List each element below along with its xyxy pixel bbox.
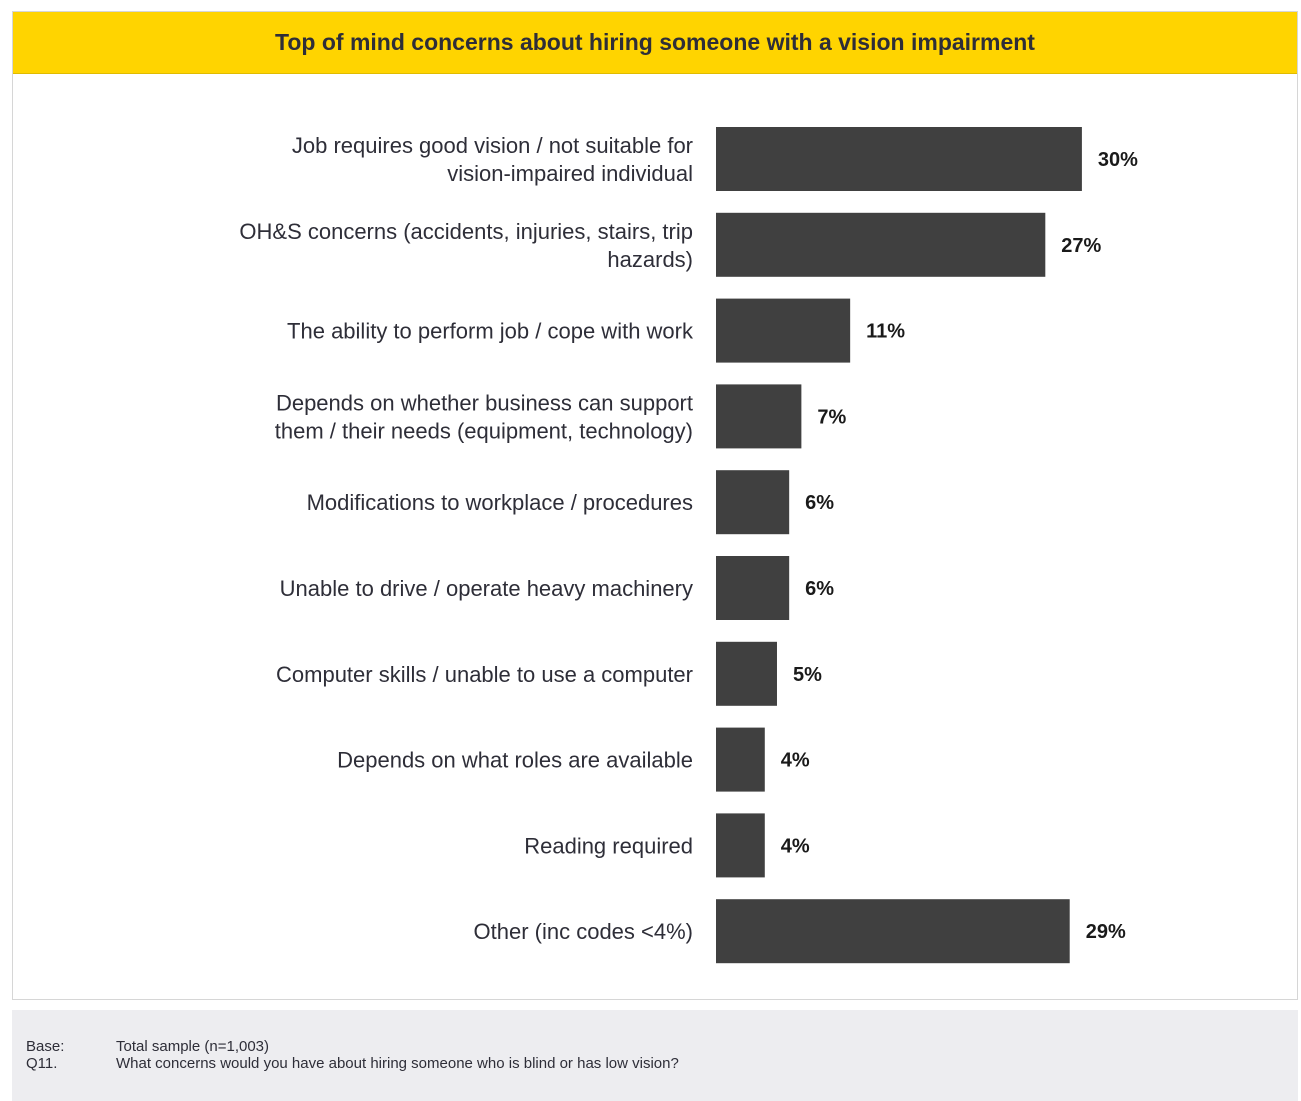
category-label-3-line-1: them / their needs (equipment, technolog… — [275, 418, 693, 443]
value-label-6: 5% — [793, 664, 822, 686]
value-label-7: 4% — [781, 750, 810, 772]
question-key: Q11. — [26, 1055, 58, 1072]
chart-panel: Top of mind concerns about hiring someon… — [12, 11, 1298, 1000]
bar-7 — [716, 727, 765, 792]
category-label-0-line-0: Job requires good vision / not suitable … — [292, 133, 693, 158]
bar-chart: 30% Job requires good vision / not suitab… — [239, 127, 1138, 964]
bar-4 — [716, 470, 790, 535]
question-text: What concerns would you have about hirin… — [116, 1055, 679, 1072]
category-label-5: Unable to drive / operate heavy machiner… — [280, 576, 693, 601]
category-label-7: Depends on what roles are available — [337, 748, 693, 773]
value-label-9: 29% — [1086, 921, 1126, 943]
footer-notes: Base: Total sample (n=1,003) Q11. What c… — [12, 1010, 1298, 1101]
bar-9 — [716, 899, 1070, 964]
category-label-8: Reading required — [524, 833, 693, 858]
bar-1 — [716, 212, 1046, 277]
value-label-0: 30% — [1098, 149, 1138, 171]
base-note: Base: Total sample (n=1,003) — [12, 1038, 1298, 1055]
base-text: Total sample (n=1,003) — [116, 1038, 270, 1055]
category-label-6: Computer skills / unable to use a comput… — [276, 662, 693, 687]
base-key: Base: — [26, 1038, 65, 1055]
bar-2 — [716, 298, 851, 363]
value-label-3: 7% — [817, 406, 846, 428]
question-note: Q11. What concerns would you have about … — [12, 1055, 1298, 1072]
bar-0 — [716, 127, 1082, 191]
bar-8 — [716, 813, 765, 878]
category-label-3-line-0: Depends on whether business can support — [276, 390, 693, 415]
category-label-0-line-1: vision-impaired individual — [447, 161, 693, 186]
category-label-1-line-1: hazards) — [607, 247, 693, 272]
value-label-2: 11% — [866, 321, 905, 343]
value-label-8: 4% — [781, 835, 810, 857]
category-label-2: The ability to perform job / cope with w… — [287, 319, 694, 344]
chart-title: Top of mind concerns about hiring someon… — [275, 29, 1035, 55]
value-label-5: 6% — [805, 578, 834, 600]
value-label-4: 6% — [805, 492, 834, 514]
category-label-1-line-0: OH&S concerns (accidents, injuries, stai… — [239, 219, 693, 244]
bar-3 — [716, 384, 802, 449]
title-bar: Top of mind concerns about hiring someon… — [13, 12, 1297, 74]
category-label-9: Other (inc codes <4%) — [474, 919, 693, 944]
category-label-4: Modifications to workplace / procedures — [307, 490, 693, 515]
bar-6 — [716, 641, 777, 706]
bar-5 — [716, 556, 790, 620]
value-label-1: 27% — [1061, 235, 1101, 257]
